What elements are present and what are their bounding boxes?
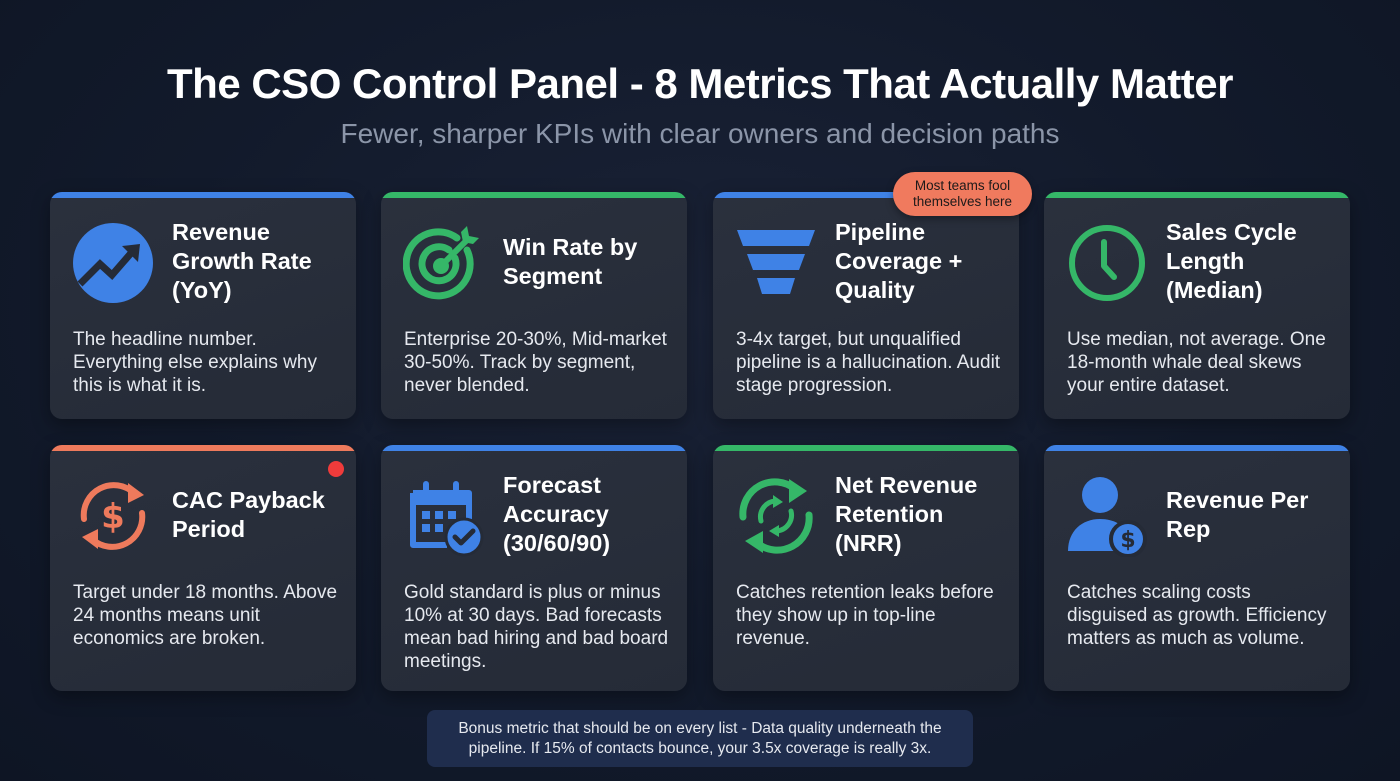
card-description: Use median, not average. One 18-month wh…: [1067, 329, 1326, 396]
svg-text:$: $: [101, 497, 125, 537]
metric-card-nrr: Net Revenue Retention (NRR) Catches rete…: [713, 445, 1019, 691]
trending-up-icon: [72, 222, 154, 304]
card-description: Target under 18 months. Above 24 months …: [73, 582, 338, 649]
card-title: CAC Payback Period: [172, 486, 325, 542]
card-title: Sales Cycle Length (Median): [1166, 219, 1297, 303]
page-subtitle: Fewer, sharper KPIs with clear owners an…: [340, 118, 1060, 149]
card-description: 3-4x target, but unqualified pipeline is…: [736, 329, 1001, 396]
user-dollar-icon: $: [1066, 475, 1148, 557]
card-title: Revenue Growth Rate (YoY): [172, 219, 312, 303]
page-title: The CSO Control Panel - 8 Metrics That A…: [167, 60, 1233, 107]
bonus-metric-note: Bonus metric that should be on every lis…: [427, 710, 973, 767]
metric-card-forecast-accuracy: Forecast Accuracy (30/60/90) Gold standa…: [381, 445, 687, 691]
card-accent-bar: [1044, 445, 1350, 451]
metric-card-cac-payback: $ CAC Payback Period Target under 18 mon…: [50, 445, 356, 691]
card-accent-bar: [381, 192, 687, 198]
card-title: Forecast Accuracy (30/60/90): [503, 472, 611, 556]
metric-card-sales-cycle: Sales Cycle Length (Median) Use median, …: [1044, 192, 1350, 419]
refresh-cycle-icon: [735, 475, 817, 557]
card-title: Pipeline Coverage + Quality: [835, 219, 963, 303]
card-title: Net Revenue Retention (NRR): [835, 472, 978, 556]
metric-card-win-rate: Win Rate by Segment Enterprise 20-30%, M…: [381, 192, 687, 419]
card-description: The headline number. Everything else exp…: [73, 329, 317, 396]
card-description: Catches scaling costs disguised as growt…: [1067, 582, 1327, 649]
clock-icon: [1066, 222, 1148, 304]
card-accent-bar: [713, 445, 1019, 451]
card-accent-bar: [713, 192, 1019, 198]
card-title: Win Rate by Segment: [503, 233, 638, 289]
card-description: Enterprise 20-30%, Mid-market 30-50%. Tr…: [404, 329, 667, 396]
target-icon: [403, 222, 485, 304]
card-description: Catches retention leaks before they show…: [736, 582, 994, 649]
alert-indicator: [328, 461, 344, 477]
dollar-cycle-icon: $: [72, 475, 154, 557]
metric-card-pipeline-coverage: Pipeline Coverage + Quality 3-4x target,…: [713, 192, 1019, 419]
svg-text:$: $: [1120, 528, 1135, 553]
card-accent-bar: [381, 445, 687, 451]
card-accent-bar: [50, 192, 356, 198]
callout-badge: Most teams fool themselves here: [893, 172, 1032, 216]
funnel-icon: [735, 222, 817, 304]
card-description: Gold standard is plus or minus 10% at 30…: [404, 582, 669, 672]
card-title: Revenue Per Rep: [1166, 486, 1309, 542]
metric-card-revenue-per-rep: $ Revenue Per Rep Catches scaling costs …: [1044, 445, 1350, 691]
card-accent-bar: [1044, 192, 1350, 198]
metric-card-revenue-growth: Revenue Growth Rate (YoY) The headline n…: [50, 192, 356, 419]
calendar-check-icon: [403, 475, 485, 557]
card-accent-bar: [50, 445, 356, 451]
